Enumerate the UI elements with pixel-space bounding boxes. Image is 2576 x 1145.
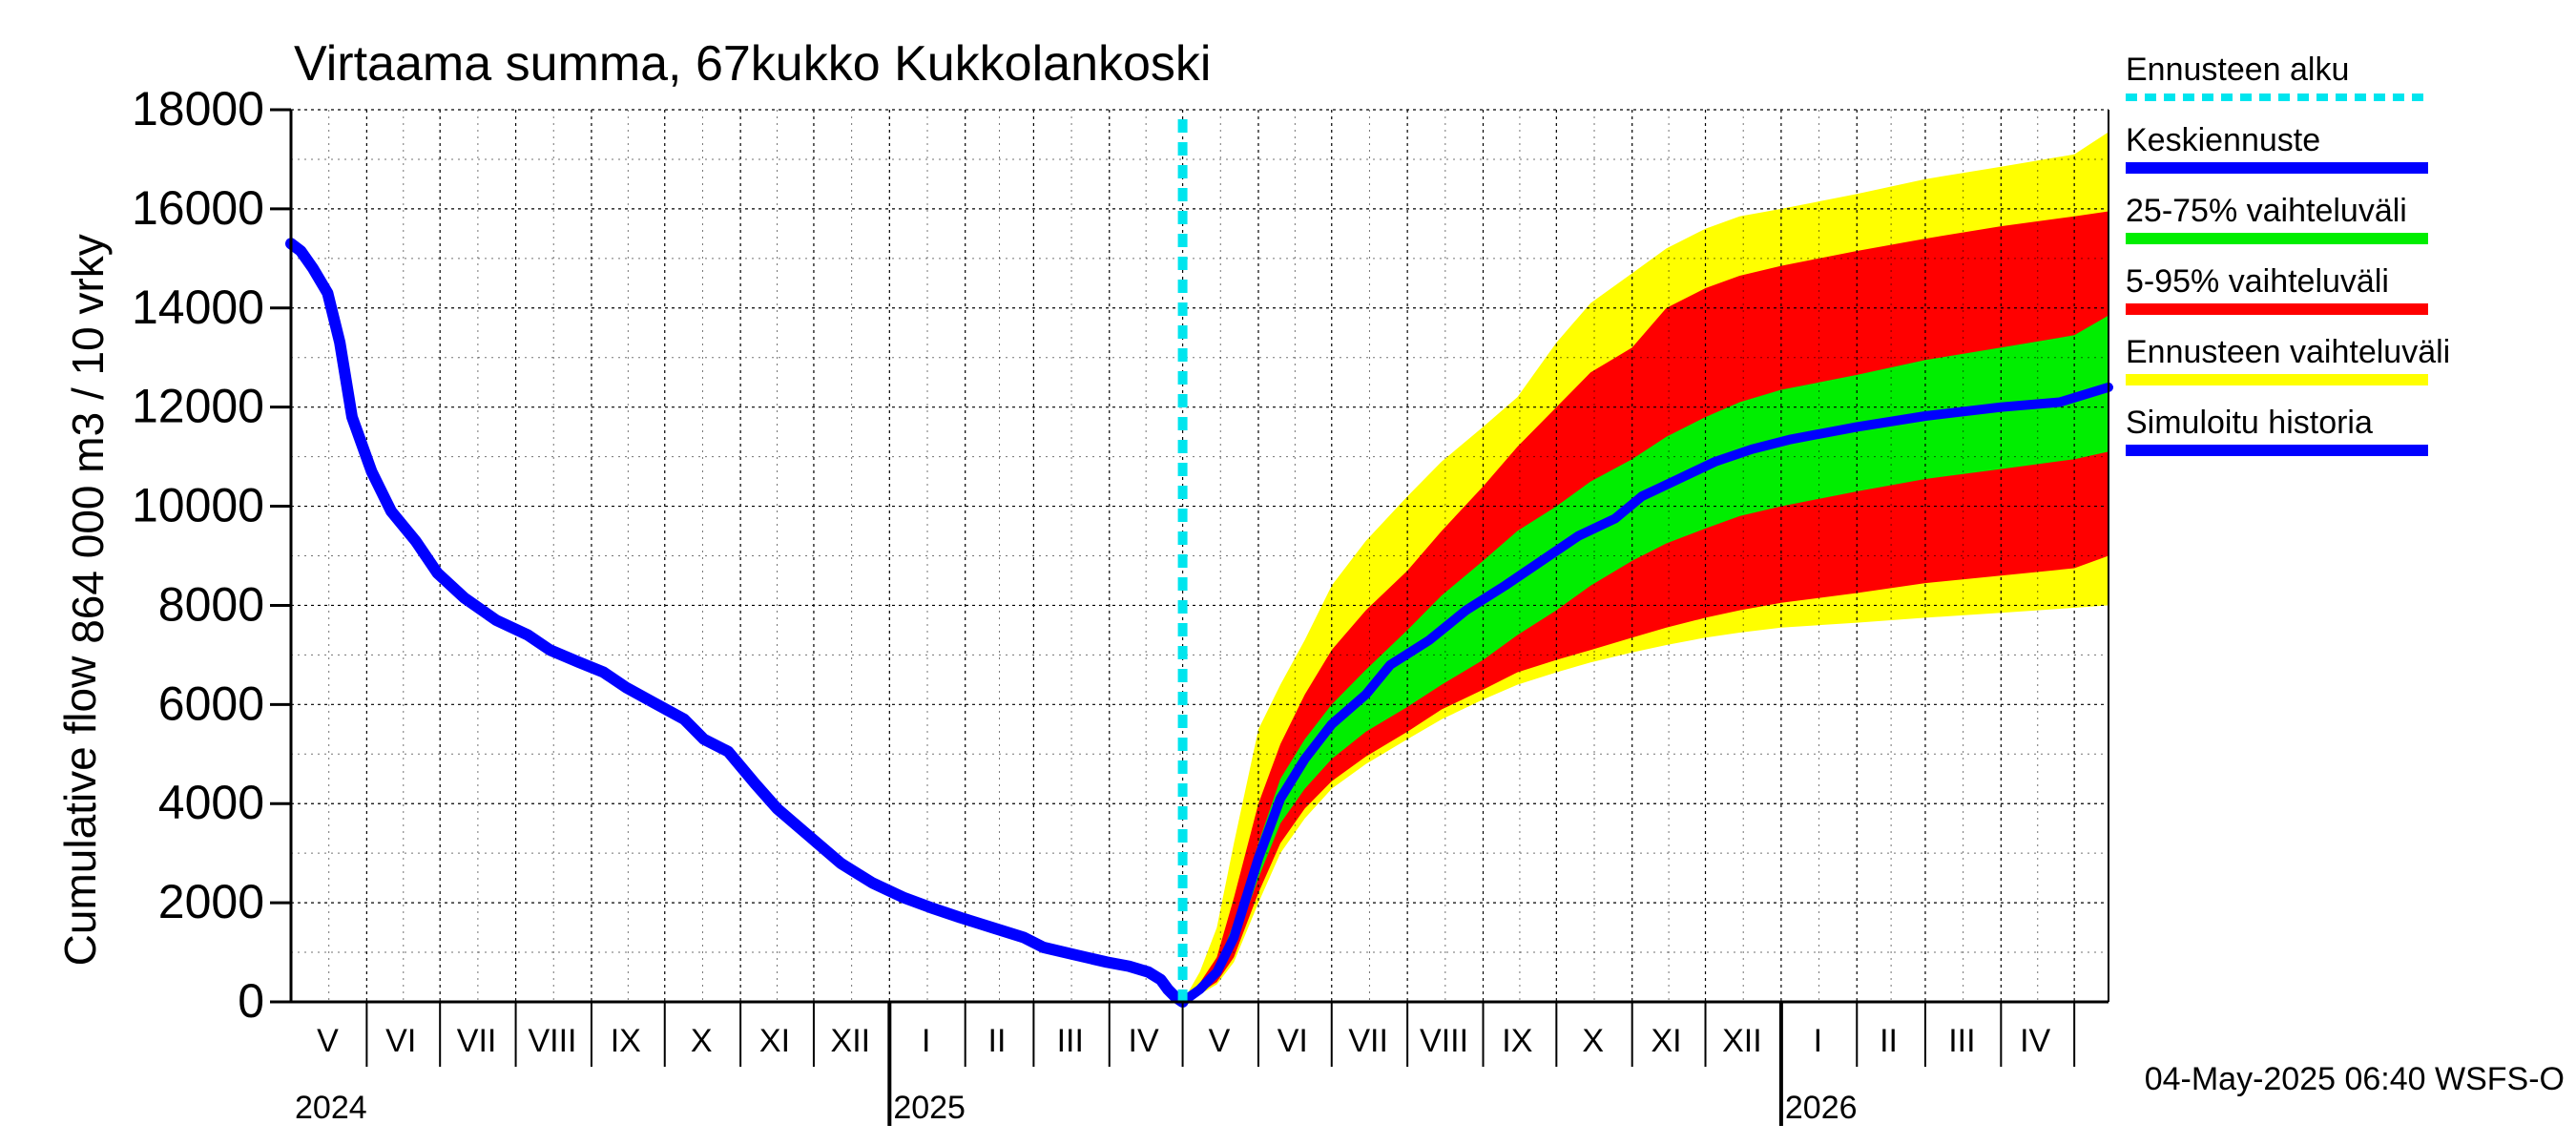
y-axis-label-title: Cumulative flow: [55, 656, 105, 966]
month-label: XI: [1651, 1023, 1681, 1059]
year-label: 2026: [1785, 1090, 1858, 1126]
y-tick-label: 10000: [132, 479, 264, 532]
y-tick-label: 16000: [132, 181, 264, 235]
series-line-keskiennuste: [1177, 382, 2113, 1007]
forecast-bands: [1182, 132, 2109, 1003]
month-label: XII: [831, 1023, 871, 1059]
grid-lines: [291, 109, 2109, 1003]
legend-label: 5-95% vaihteluväli: [2126, 263, 2389, 300]
month-label: V: [1209, 1023, 1231, 1059]
y-tick-label: 0: [238, 974, 264, 1028]
month-label: IX: [1502, 1023, 1532, 1059]
y-axis-label-units: 864 000 m3 / 10 vrky: [63, 234, 113, 644]
month-label: XI: [759, 1023, 790, 1059]
y-tick-label: 14000: [132, 281, 264, 334]
month-label: I: [1814, 1023, 1822, 1059]
year-label: 2025: [893, 1090, 966, 1126]
series-line-simuloitu-historia: [285, 238, 1189, 1008]
footer-timestamp: 04-May-2025 06:40 WSFS-O: [2145, 1061, 2565, 1097]
band-25-75-vaihteluv-li: [1182, 315, 2109, 1003]
month-label: II: [988, 1023, 1007, 1059]
legend-label: Keskiennuste: [2126, 122, 2320, 158]
month-label: II: [1880, 1023, 1898, 1059]
legend-label: Ennusteen alku: [2126, 52, 2349, 88]
legend-label: Ennusteen vaihteluväli: [2126, 334, 2450, 370]
month-label: VI: [385, 1023, 416, 1059]
month-label: X: [691, 1023, 713, 1059]
legend: Ennusteen alku Keskiennuste 25-75% vaihtel…: [2126, 52, 2450, 456]
y-tick-label: 4000: [158, 776, 264, 829]
legend-label: 25-75% vaihteluväli: [2126, 193, 2407, 229]
legend-label: Simuloitu historia: [2126, 405, 2373, 441]
series-lines: [285, 119, 2113, 1008]
y-tick-label: 12000: [132, 380, 264, 433]
month-label: III: [1948, 1023, 1975, 1059]
month-label: IV: [2020, 1023, 2050, 1059]
chart-title: Virtaama summa, 67kukko Kukkolankoski: [294, 36, 1211, 92]
year-label: 2024: [295, 1090, 367, 1126]
month-label: I: [922, 1023, 930, 1059]
month-label: VIII: [528, 1023, 576, 1059]
month-label: VII: [457, 1023, 497, 1059]
month-label: VI: [1278, 1023, 1308, 1059]
month-label: III: [1057, 1023, 1084, 1059]
month-label: VIII: [1420, 1023, 1468, 1059]
y-tick-label: 18000: [132, 82, 264, 135]
month-label: VII: [1348, 1023, 1388, 1059]
month-label: V: [317, 1023, 339, 1059]
y-tick-label: 6000: [158, 677, 264, 730]
month-label: X: [1582, 1023, 1604, 1059]
month-label: IX: [611, 1023, 641, 1059]
month-label: IV: [1129, 1023, 1159, 1059]
y-tick-label: 2000: [158, 875, 264, 928]
y-tick-label: 8000: [158, 577, 264, 631]
axes: 0 2000 4000 6000 8000 10000 12000 14000 16000 180…: [132, 82, 2109, 1126]
month-label: XII: [1722, 1023, 1762, 1059]
